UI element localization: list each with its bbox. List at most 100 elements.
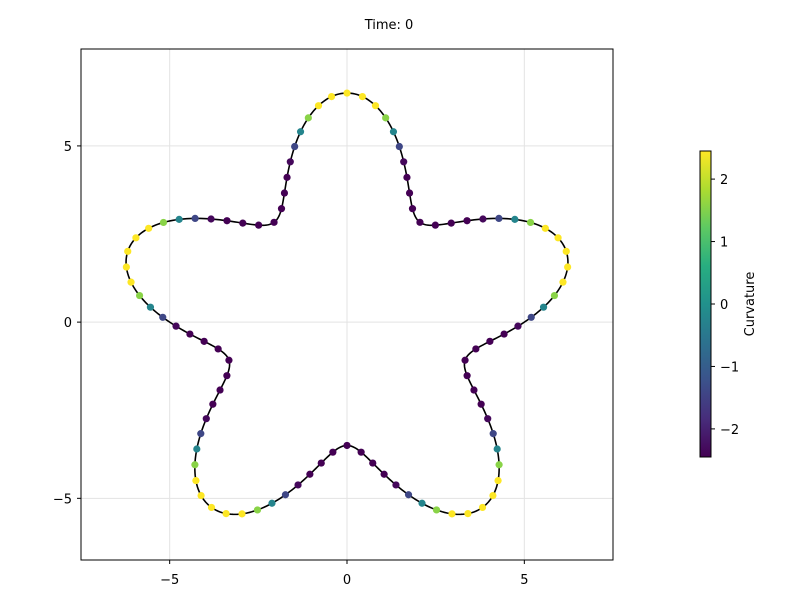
x-tick-label: 0 (343, 573, 351, 588)
curve-point (550, 291, 559, 300)
curve-point (145, 224, 153, 232)
curve-point (191, 461, 199, 469)
curve-point (431, 221, 439, 229)
curve-point (500, 330, 508, 338)
chart-title: Time: 0 (364, 18, 414, 33)
curve-point (464, 509, 472, 518)
x-tick-label: −5 (160, 573, 179, 588)
curve-point (369, 459, 377, 467)
curve-point (146, 303, 155, 311)
curve-point (197, 491, 205, 500)
curve-point (283, 173, 291, 181)
curve-point (270, 218, 278, 226)
curve-point (191, 214, 199, 223)
curve-point (327, 93, 336, 101)
curve-point (432, 506, 441, 514)
curve-point (192, 476, 200, 485)
curve-point (225, 356, 233, 364)
curve-point (489, 430, 497, 438)
curve-point (559, 278, 567, 286)
curve-point (371, 102, 380, 110)
curve-point (200, 337, 208, 345)
curve-point (494, 476, 502, 485)
plot-marks (122, 89, 572, 518)
curve-point (495, 214, 503, 223)
curve-point (197, 430, 205, 438)
curve-point (223, 217, 231, 225)
curve-point (463, 372, 471, 380)
colorbar-tick-label: 1 (720, 236, 728, 251)
curve-point (238, 510, 246, 518)
curve-point (511, 215, 519, 223)
curve-point (416, 218, 424, 226)
curve-point (127, 278, 135, 286)
curve-point (408, 205, 417, 213)
colorbar-ticks: −2 −1 0 1 2 (711, 173, 739, 438)
curve-point (493, 445, 501, 453)
curve-point (159, 218, 168, 227)
y-tick-label: 5 (64, 140, 72, 155)
curve-point (358, 93, 367, 101)
curve-point (306, 470, 314, 478)
curve-point (479, 215, 487, 223)
curve-point (209, 400, 217, 408)
curve-point (172, 322, 180, 330)
curve-point (541, 224, 549, 232)
colorbar-gradient (699, 150, 712, 458)
curve-point (382, 114, 390, 122)
curve-point (392, 481, 400, 489)
curve-point (277, 205, 286, 213)
curve-point (280, 189, 289, 197)
curve-point (395, 142, 403, 151)
curve-point (294, 481, 302, 489)
curve-point (495, 461, 503, 469)
curve-point (124, 247, 132, 255)
curve-point (296, 128, 305, 136)
curve-point (484, 415, 492, 423)
colorbar-label: Curvature (743, 272, 758, 337)
curve-point (527, 313, 535, 321)
curve-point (526, 218, 535, 227)
curve-point (207, 215, 215, 223)
curve-point (343, 89, 351, 97)
colorbar-tick-label: 2 (720, 173, 728, 188)
curve-point (448, 510, 456, 518)
colorbar-tick-label: 0 (720, 298, 728, 313)
curve-point (286, 158, 294, 166)
x-axis: −5 0 5 (160, 560, 528, 588)
colorbar-tick-label: −1 (720, 360, 739, 375)
curve-point (447, 219, 455, 227)
curve-point (486, 337, 494, 345)
curve-point (343, 441, 351, 450)
curve-point (193, 445, 201, 453)
curve-point (175, 215, 183, 223)
curve-point (418, 499, 426, 507)
curve-point (562, 247, 570, 255)
y-tick-label: −5 (53, 492, 72, 507)
curve-point (404, 491, 413, 499)
curve-point (489, 491, 497, 500)
curve-point (304, 114, 312, 122)
curve-point (314, 102, 323, 110)
curve-point (400, 158, 408, 166)
curve-point (239, 219, 247, 227)
y-tick-label: 0 (64, 316, 72, 331)
curve-point (472, 345, 480, 353)
curve-point (268, 499, 276, 507)
curve-point (317, 459, 325, 467)
curve-point (470, 386, 478, 394)
curve-point (329, 448, 337, 456)
curve-point (186, 330, 194, 338)
curve-point (405, 189, 414, 197)
curve-point (202, 415, 210, 423)
curve-point (281, 491, 290, 499)
curve-point (477, 400, 485, 408)
curve-point (214, 345, 222, 353)
curve-point (291, 142, 299, 151)
curve-point (514, 322, 522, 330)
curve-point (380, 470, 388, 478)
curve-point (216, 386, 224, 394)
curve-point (478, 503, 487, 512)
curve-point (207, 503, 216, 512)
colorbar: −2 −1 0 1 2 Curvature (699, 150, 758, 458)
